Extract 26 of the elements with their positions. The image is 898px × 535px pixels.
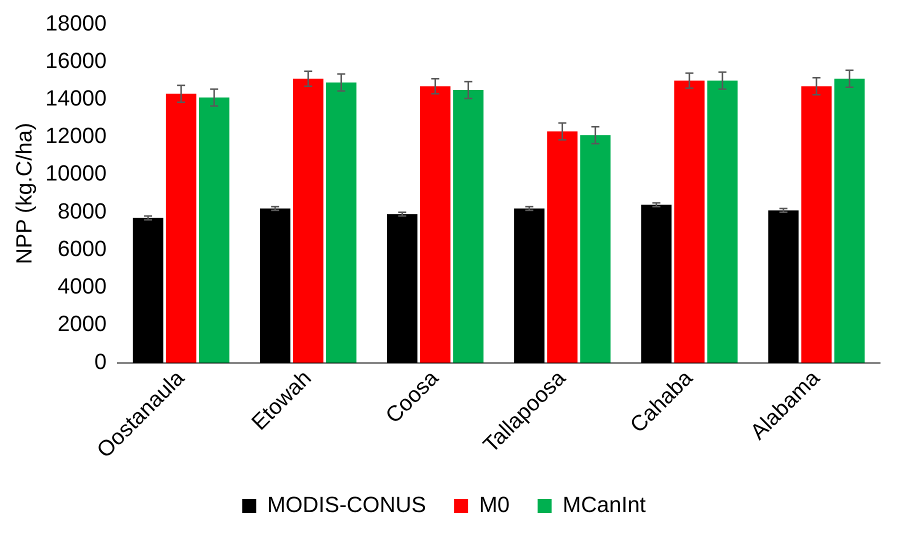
bar — [674, 80, 705, 363]
bar — [326, 82, 356, 363]
bar — [198, 98, 230, 363]
y-axis-title: NPP (kg.C/ha) — [11, 122, 36, 264]
y-tick-label: 6000 — [58, 236, 107, 261]
bar — [453, 90, 484, 363]
bar — [420, 86, 450, 363]
legend-label: MCanInt — [562, 492, 646, 518]
y-tick-label: 12000 — [45, 123, 107, 148]
bar — [580, 135, 611, 363]
y-tick-label: 2000 — [58, 311, 107, 336]
bar — [166, 94, 196, 363]
legend-label: MODIS-CONUS — [267, 492, 426, 518]
bar — [801, 86, 832, 363]
y-tick-label: 14000 — [45, 86, 107, 110]
bar — [707, 80, 738, 363]
y-tick-label: 10000 — [45, 160, 107, 186]
y-tick-label: 8000 — [58, 198, 107, 224]
bar — [292, 78, 324, 363]
legend-label: M0 — [479, 492, 510, 518]
bar — [547, 131, 578, 363]
y-tick-label: 18000 — [45, 10, 107, 36]
bar — [834, 78, 865, 363]
y-tick-label: 0 — [94, 348, 107, 374]
y-tick-label: 4000 — [58, 274, 107, 299]
y-tick-label: 16000 — [45, 48, 107, 73]
